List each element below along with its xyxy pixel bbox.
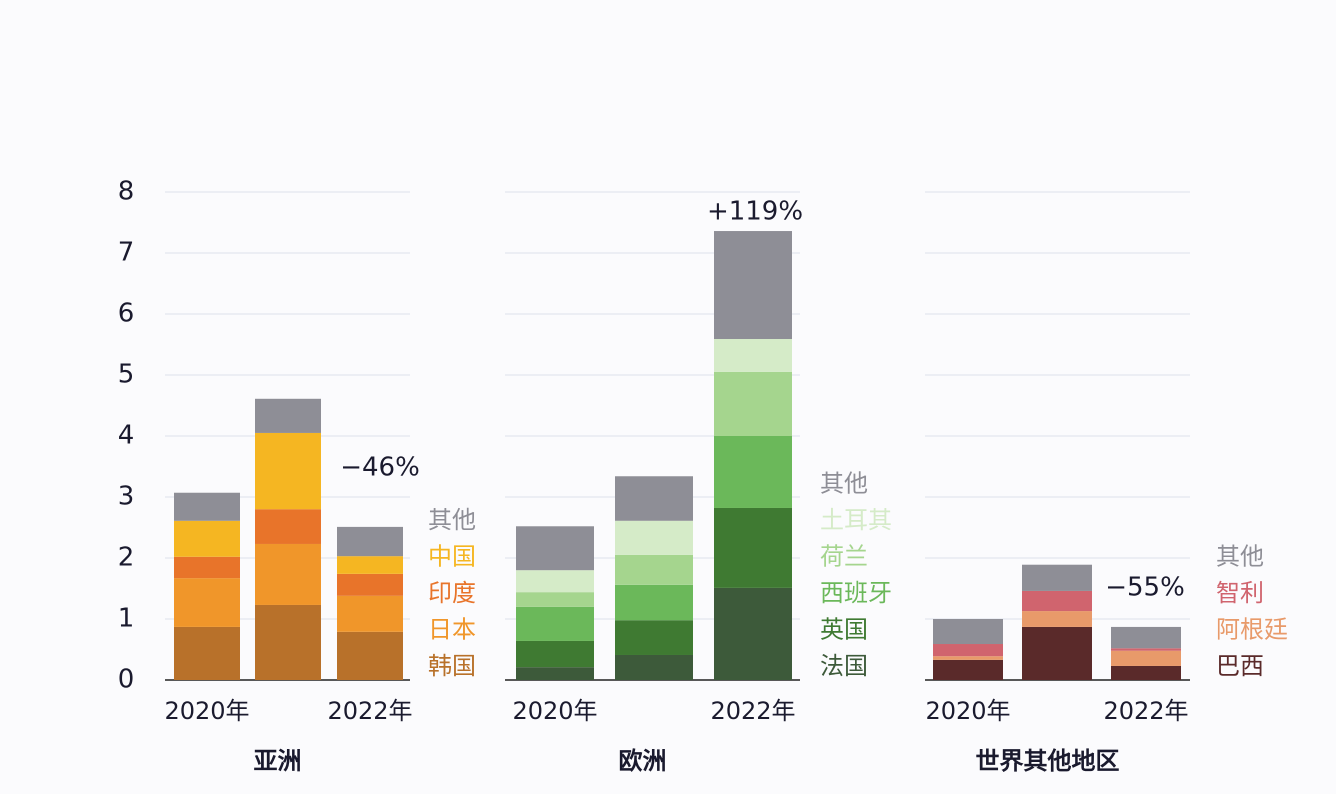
bar-segment xyxy=(337,556,403,574)
bar-segment xyxy=(1022,564,1092,591)
annotation: −46% xyxy=(340,453,420,483)
legend-label: 巴西 xyxy=(1216,652,1264,680)
bar-segment xyxy=(1111,648,1181,651)
bar-segment xyxy=(933,656,1003,660)
bar-segment xyxy=(615,476,693,521)
y-tick-label: 7 xyxy=(118,238,135,268)
bar-segment xyxy=(1111,650,1181,666)
y-tick-label: 2 xyxy=(118,543,135,573)
x-tick-label: 2020年 xyxy=(512,697,597,725)
bar-segment xyxy=(516,570,594,593)
legend-label: 其他 xyxy=(428,506,476,534)
annotation: +119% xyxy=(707,197,803,227)
bar-segment xyxy=(615,654,693,680)
bar-segment xyxy=(615,554,693,585)
y-tick-label: 5 xyxy=(118,360,135,390)
bar-segment xyxy=(174,556,240,579)
bar-segment xyxy=(337,631,403,680)
bar-segment xyxy=(255,604,321,680)
x-tick-label: 2022年 xyxy=(710,697,795,725)
legend-label: 英国 xyxy=(820,616,868,644)
y-tick-label: 3 xyxy=(118,482,135,512)
bar-segment xyxy=(174,492,240,521)
annotation: −55% xyxy=(1105,573,1185,603)
legend-label: 韩国 xyxy=(428,652,476,680)
legend-label: 西班牙 xyxy=(820,579,892,607)
panel-title: 欧洲 xyxy=(619,747,667,775)
bar-segment xyxy=(615,520,693,555)
bar-segment xyxy=(337,526,403,557)
bar-segment xyxy=(933,644,1003,657)
legend-label: 阿根廷 xyxy=(1216,616,1288,644)
bar-segment xyxy=(255,398,321,433)
bar-segment xyxy=(714,371,792,436)
y-tick-label: 6 xyxy=(118,299,135,329)
panel-title: 世界其他地区 xyxy=(976,747,1120,775)
legend-label: 法国 xyxy=(820,652,868,680)
bar-segment xyxy=(516,667,594,680)
x-tick-label: 2020年 xyxy=(164,697,249,725)
bar-segment xyxy=(714,339,792,372)
bar-segment xyxy=(714,231,792,340)
bar-segment xyxy=(615,620,693,655)
bar-segment xyxy=(1022,611,1092,627)
x-tick-label: 2022年 xyxy=(327,697,412,725)
legend-label: 荷兰 xyxy=(820,543,868,571)
bar-segment xyxy=(255,509,321,544)
bar-segment xyxy=(516,592,594,607)
y-tick-label: 1 xyxy=(118,604,135,634)
bar-segment xyxy=(1111,626,1181,649)
panel-title: 亚洲 xyxy=(254,747,302,775)
y-tick-label: 8 xyxy=(118,177,135,207)
legend-label: 土耳其 xyxy=(820,506,892,534)
legend-label: 日本 xyxy=(428,616,476,644)
bar-segment xyxy=(1111,665,1181,680)
legend-label: 印度 xyxy=(428,579,476,607)
bar-segment xyxy=(255,432,321,510)
bar-segment xyxy=(516,606,594,641)
bar-segment xyxy=(714,436,792,508)
bar-segment xyxy=(174,578,240,627)
legend-label: 其他 xyxy=(1216,543,1264,571)
x-tick-label: 2020年 xyxy=(925,697,1010,725)
legend-label: 智利 xyxy=(1216,579,1264,607)
bar-segment xyxy=(714,507,792,588)
y-tick-label: 4 xyxy=(118,421,135,451)
bar-segment xyxy=(337,573,403,596)
legend-label: 中国 xyxy=(428,543,476,571)
bar-segment xyxy=(255,543,321,605)
bar-segment xyxy=(516,640,594,668)
legend-label: 其他 xyxy=(820,470,868,498)
bar-segment xyxy=(933,659,1003,680)
bar-segment xyxy=(174,626,240,680)
x-tick-label: 2022年 xyxy=(1103,697,1188,725)
bar-segment xyxy=(714,587,792,680)
bar-segment xyxy=(615,584,693,621)
bar-segment xyxy=(933,619,1003,645)
bar-segment xyxy=(1022,590,1092,612)
bar-segment xyxy=(337,595,403,632)
bar-segment xyxy=(1022,626,1092,680)
bar-segment xyxy=(516,526,594,571)
y-tick-label: 0 xyxy=(118,665,135,695)
bar-segment xyxy=(174,520,240,557)
